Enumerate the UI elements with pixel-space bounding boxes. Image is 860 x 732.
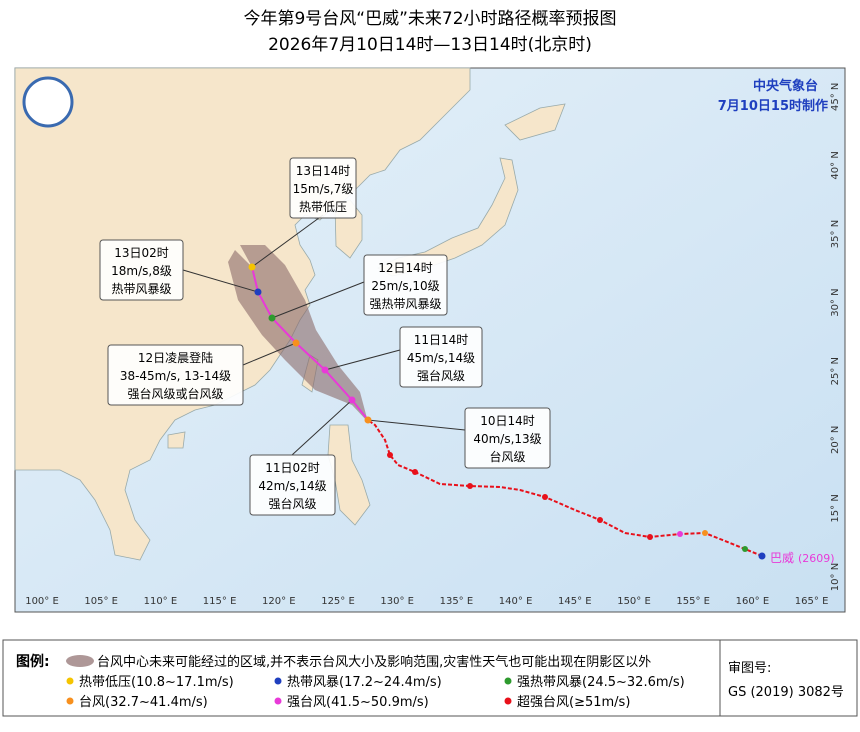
longitude-label: 115° E (203, 596, 237, 607)
callout-text: 强台风级 (417, 368, 465, 383)
callout-text: 42m/s,14级 (258, 479, 326, 493)
callout-text: 11日14时 (414, 333, 469, 347)
callout-text: 台风级 (489, 449, 525, 464)
callout-box (399, 326, 483, 388)
callout-text: 15m/s,7级 (293, 182, 354, 196)
latitude-label: 15° N (830, 494, 841, 522)
legend-label: 热带风暴(17.2~24.4m/s) (287, 675, 442, 690)
callout-text: 11日02时 (265, 461, 320, 475)
longitude-label: 120° E (262, 596, 296, 607)
legend-label: 强热带风暴(24.5~32.6m/s) (517, 675, 685, 690)
longitude-label: 125° E (321, 596, 355, 607)
longitude-label: 105° E (84, 596, 118, 607)
agency: 中央气象台 (753, 78, 818, 94)
legend-title: 图例: (16, 653, 50, 670)
longitude-label: 165° E (795, 596, 829, 607)
latitude-label: 35° N (830, 220, 841, 248)
callout-text: 强热带风暴级 (369, 297, 441, 311)
legend-swatch (274, 697, 282, 705)
longitude-label: 145° E (558, 596, 592, 607)
legend-label: 热带低压(10.8~17.1m/s) (79, 675, 234, 690)
callout-text: 25m/s,10级 (371, 279, 439, 293)
subtitle: 2026年7月10日14时—13日14时(北京时) (268, 35, 592, 55)
longitude-label: 155° E (676, 596, 710, 607)
longitude-label: 135° E (440, 596, 474, 607)
callout-text: 强台风级 (268, 496, 316, 511)
callout-text: 13日14时 (296, 164, 351, 178)
callout-text: 热带低压 (299, 200, 347, 214)
latitude-label: 25° N (830, 357, 841, 385)
latitude-label: 30° N (830, 288, 841, 316)
longitude-label: 140° E (499, 596, 533, 607)
legend-swatch (66, 697, 74, 705)
callout-text: 12日凌晨登陆 (138, 350, 213, 365)
legend-swatch (504, 677, 512, 685)
callout-box (249, 454, 336, 516)
latitude-label: 10° N (830, 563, 841, 591)
typhoon-code: (2609) (798, 552, 835, 565)
legend-label: 超强台风(≥51m/s) (517, 695, 630, 710)
typhoon-name: 巴威 (770, 551, 794, 565)
callout-text: 强台风级或台风级 (127, 386, 223, 401)
latitude-label: 45° N (830, 83, 841, 111)
callout-text: 18m/s,8级 (111, 264, 172, 278)
longitude-label: 160° E (736, 596, 770, 607)
callout-box (289, 157, 357, 219)
longitude-label: 110° E (144, 596, 178, 607)
legend-box (2, 639, 858, 717)
longitude-label: 130° E (380, 596, 414, 607)
callout-text: 13日02时 (114, 246, 169, 260)
logo (22, 76, 74, 128)
callout-box (107, 344, 244, 406)
callout-text: 38-45m/s, 13-14级 (120, 369, 231, 383)
callout-text: 12日14时 (378, 261, 433, 275)
cone-swatch (66, 655, 94, 667)
callout-box (99, 239, 184, 301)
longitude-label: 100° E (25, 596, 59, 607)
approval-label: 审图号: (728, 661, 771, 676)
latitude-label: 40° N (830, 151, 841, 179)
legend-swatch (274, 677, 282, 685)
approval-number: GS (2019) 3082号 (728, 685, 844, 700)
made-time: 7月10日15时制作 (718, 98, 828, 114)
cone-description: 台风中心未来可能经过的区域,并不表示台风大小及影响范围,灾害性天气也可能出现在阴… (97, 654, 651, 670)
callout-leaders (182, 214, 466, 456)
track-points (248, 263, 766, 560)
callout-box (464, 407, 551, 469)
longitude-label: 150° E (617, 596, 651, 607)
legend-label: 台风(32.7~41.4m/s) (79, 695, 208, 710)
title: 今年第9号台风“巴威”未来72小时路径概率预报图 (243, 9, 616, 29)
callout-text: 40m/s,13级 (473, 432, 541, 446)
legend-swatch (504, 697, 512, 705)
latitude-label: 20° N (830, 426, 841, 454)
legend-swatch (66, 677, 74, 685)
callout-box (363, 254, 448, 316)
callout-text: 10日14时 (480, 414, 535, 428)
callout-text: 热带风暴级 (111, 282, 171, 296)
legend-label: 强台风(41.5~50.9m/s) (287, 695, 429, 710)
callout-text: 45m/s,14级 (407, 351, 475, 365)
